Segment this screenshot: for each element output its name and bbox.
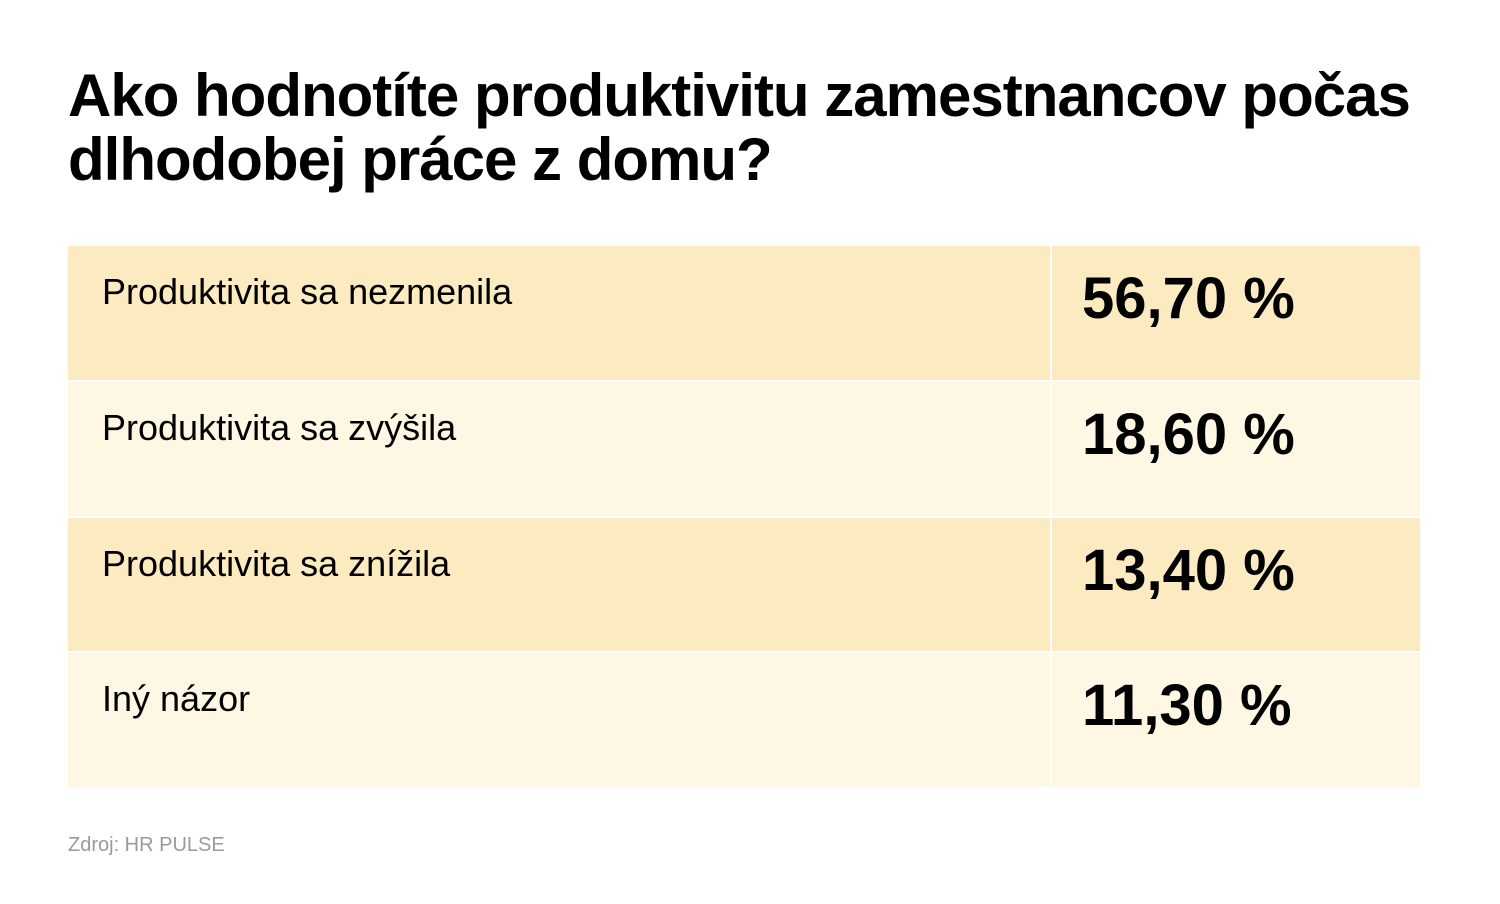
row-value: 56,70 % [1082, 266, 1295, 331]
table-row: Produktivita sa nezmenila 56,70 % [68, 246, 1420, 382]
row-value: 11,30 % [1082, 673, 1292, 739]
row-value: 18,60 % [1082, 401, 1295, 467]
row-label: Iný názor [68, 653, 1052, 787]
results-table: Produktivita sa nezmenila 56,70 % Produk… [68, 246, 1420, 787]
source-note: Zdroj: HR PULSE [68, 834, 225, 856]
table-row: Produktivita sa zvýšila 18,60 % [68, 381, 1420, 518]
table-row: Iný názor 11,30 % [68, 653, 1420, 787]
chart-title: Ako hodnotíte produktivitu zamestnancov … [68, 62, 1411, 193]
row-label: Produktivita sa znížila [68, 517, 1052, 652]
row-value: 13,40 % [1082, 537, 1295, 603]
row-label: Produktivita sa nezmenila [68, 246, 1052, 380]
table-row: Produktivita sa znížila 13,40 % [68, 517, 1420, 654]
row-label: Produktivita sa zvýšila [68, 381, 1052, 516]
